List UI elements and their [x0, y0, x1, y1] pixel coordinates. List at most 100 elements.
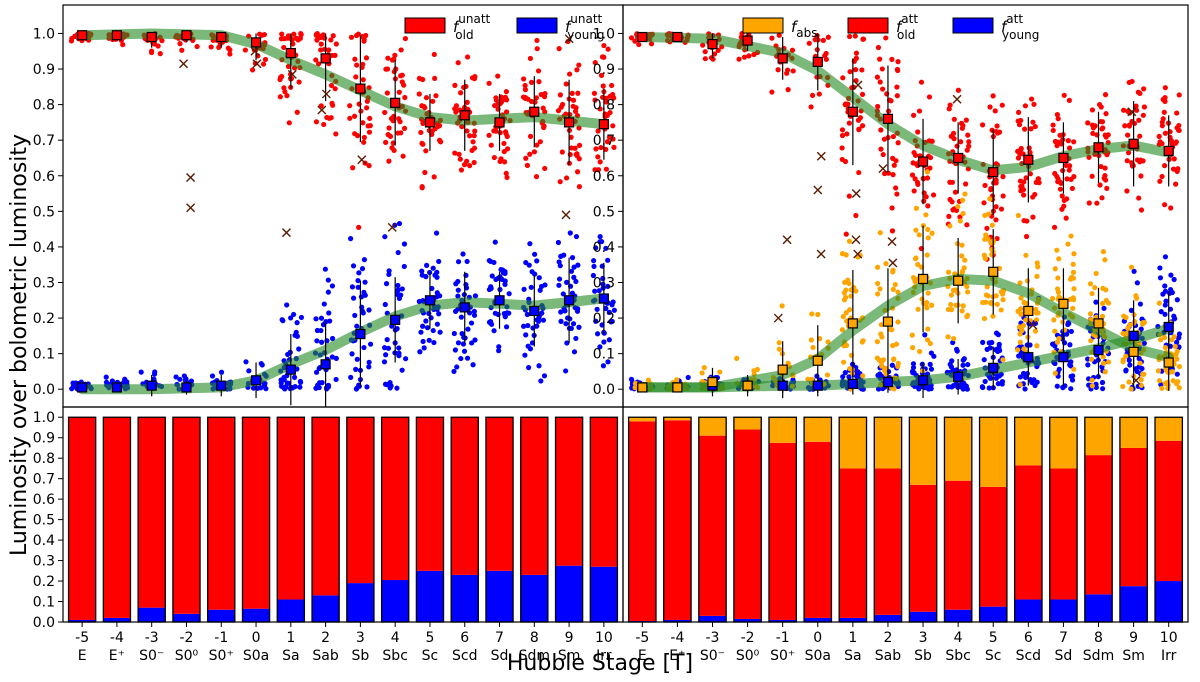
- y-tick-label: 1.0: [33, 26, 55, 42]
- x-tick-name: S0⁺: [770, 648, 795, 664]
- data-point: [571, 264, 577, 270]
- data-point: [605, 359, 611, 365]
- data-point: [878, 322, 884, 328]
- data-point: [297, 384, 303, 390]
- data-point: [895, 140, 901, 146]
- y-tick-label: 0.6: [33, 492, 55, 508]
- data-point: [929, 138, 935, 144]
- data-point: [428, 315, 434, 321]
- data-point: [1171, 276, 1177, 283]
- data-point: [520, 76, 527, 82]
- mean-marker: [1023, 305, 1034, 317]
- cross-marker: [816, 249, 826, 259]
- data-point: [531, 149, 538, 155]
- data-point: [951, 335, 957, 342]
- data-point: [1057, 132, 1063, 138]
- data-point: [402, 94, 408, 101]
- data-point: [1161, 109, 1167, 115]
- mean-marker: [1058, 352, 1069, 363]
- data-point: [350, 165, 356, 171]
- data-point: [924, 252, 930, 258]
- data-point: [453, 109, 459, 115]
- data-point: [1175, 335, 1181, 341]
- y-tick-label: 0.1: [33, 595, 55, 611]
- data-point: [1162, 344, 1169, 351]
- x-tick-name: S0⁻: [139, 648, 164, 664]
- bar-segment: [1119, 447, 1148, 587]
- data-point: [356, 270, 362, 276]
- legend-symbol: f: [565, 18, 573, 36]
- data-point: [1017, 280, 1023, 286]
- x-tick-label: 7: [495, 630, 504, 646]
- data-point: [700, 42, 706, 48]
- data-point: [1087, 311, 1094, 317]
- data-point: [1018, 295, 1024, 301]
- data-point: [465, 326, 471, 332]
- data-point: [501, 311, 507, 317]
- data-point: [318, 327, 324, 334]
- data-point: [464, 54, 471, 60]
- mean-marker: [216, 380, 227, 391]
- data-point: [570, 321, 577, 327]
- data-point: [1131, 120, 1138, 127]
- data-point: [929, 302, 935, 308]
- data-point: [1093, 270, 1099, 277]
- data-point: [1159, 140, 1165, 147]
- data-point: [359, 266, 366, 272]
- data-point: [400, 153, 406, 159]
- data-point: [575, 90, 581, 96]
- data-point: [1162, 163, 1168, 169]
- data-point: [1102, 92, 1109, 98]
- mean-marker: [988, 167, 999, 178]
- data-point: [880, 151, 886, 158]
- data-point: [455, 60, 461, 66]
- data-point: [382, 234, 388, 240]
- data-point: [980, 384, 986, 391]
- cross-marker: [888, 258, 898, 268]
- data-point: [846, 33, 853, 40]
- data-point: [1168, 205, 1174, 211]
- data-point: [1162, 130, 1169, 136]
- data-point: [540, 105, 546, 111]
- data-point: [436, 311, 442, 317]
- data-point: [601, 339, 607, 345]
- data-point: [923, 212, 929, 218]
- data-point: [824, 372, 831, 378]
- data-point: [601, 42, 607, 49]
- bar-segment: [68, 619, 96, 622]
- data-point: [496, 348, 502, 354]
- data-point: [313, 316, 319, 322]
- data-point: [603, 166, 610, 172]
- bar-segment: [1119, 586, 1148, 622]
- data-point: [486, 80, 492, 86]
- data-point: [242, 47, 248, 53]
- data-point: [1176, 364, 1182, 370]
- data-point: [527, 55, 534, 62]
- data-point: [1141, 86, 1147, 92]
- bar-segment: [698, 615, 727, 622]
- data-point: [401, 263, 407, 270]
- data-point: [326, 47, 332, 53]
- data-point: [947, 223, 953, 229]
- data-point: [398, 130, 404, 136]
- data-point: [894, 93, 900, 99]
- data-point: [1098, 163, 1104, 170]
- data-point: [848, 293, 854, 299]
- data-point: [1128, 264, 1135, 270]
- data-point: [983, 232, 989, 238]
- data-point: [597, 234, 603, 240]
- data-point: [1087, 281, 1094, 287]
- data-point: [528, 284, 534, 290]
- data-point: [453, 103, 460, 109]
- bar-segment: [663, 619, 692, 622]
- data-point: [879, 66, 885, 72]
- data-point: [1061, 340, 1068, 346]
- data-point: [1066, 167, 1072, 173]
- data-point: [840, 313, 846, 320]
- data-point: [919, 361, 925, 367]
- data-point: [776, 346, 782, 352]
- data-point: [961, 380, 967, 386]
- data-point: [364, 105, 370, 111]
- x-tick-label: 10: [595, 630, 613, 646]
- cross-marker: [186, 203, 196, 213]
